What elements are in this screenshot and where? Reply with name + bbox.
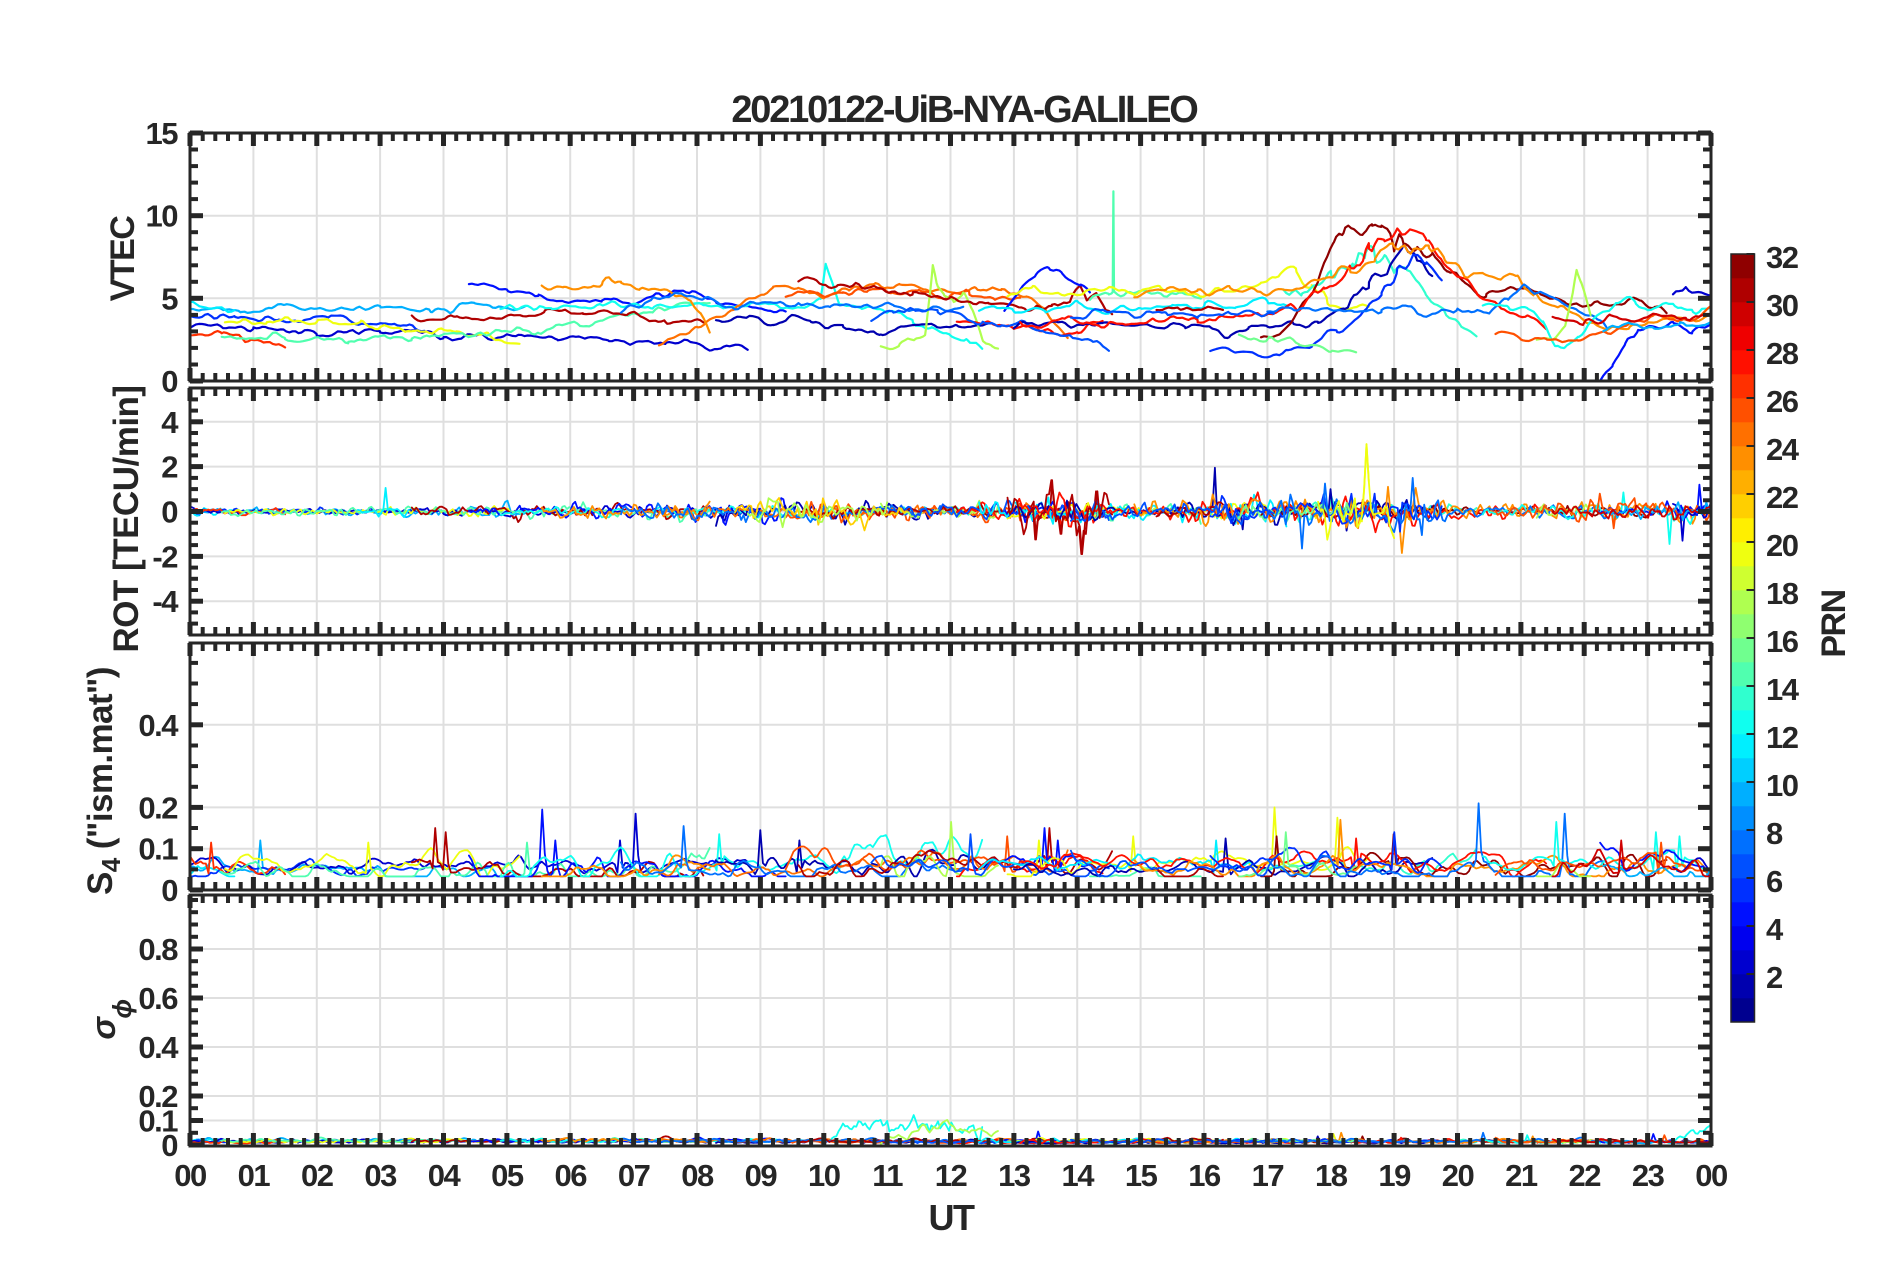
svg-text:00: 00 <box>174 1158 206 1193</box>
svg-text:ROT [TECU/min]: ROT [TECU/min] <box>107 385 146 652</box>
svg-text:08: 08 <box>681 1158 714 1193</box>
svg-text:0.6: 0.6 <box>138 981 178 1016</box>
svg-text:14: 14 <box>1061 1158 1095 1193</box>
svg-text:VTEC: VTEC <box>104 216 142 302</box>
svg-text:24: 24 <box>1766 432 1800 467</box>
svg-text:0: 0 <box>161 1128 177 1163</box>
svg-text:4: 4 <box>161 405 179 440</box>
svg-text:17: 17 <box>1252 1158 1284 1193</box>
svg-text:21: 21 <box>1505 1158 1538 1193</box>
svg-text:10: 10 <box>1766 768 1798 803</box>
svg-text:-4: -4 <box>152 584 179 619</box>
svg-text:PRN: PRN <box>1815 590 1853 657</box>
svg-text:03: 03 <box>364 1158 397 1193</box>
svg-text:0.4: 0.4 <box>138 1030 179 1065</box>
svg-text:14: 14 <box>1766 672 1800 707</box>
svg-text:20210122-UiB-NYA-GALILEO: 20210122-UiB-NYA-GALILEO <box>731 89 1197 131</box>
svg-text:S4 ("ism.mat"): S4 ("ism.mat") <box>81 667 126 895</box>
svg-text:0.4: 0.4 <box>138 708 179 743</box>
svg-text:28: 28 <box>1766 336 1799 371</box>
svg-text:10: 10 <box>808 1158 840 1193</box>
svg-text:30: 30 <box>1766 288 1798 323</box>
svg-text:0: 0 <box>161 873 177 908</box>
svg-text:20: 20 <box>1766 528 1798 563</box>
svg-text:32: 32 <box>1766 240 1798 275</box>
svg-text:0.1: 0.1 <box>138 1104 178 1139</box>
svg-text:6: 6 <box>1766 864 1783 899</box>
svg-text:0.2: 0.2 <box>138 790 177 825</box>
svg-text:0.8: 0.8 <box>138 932 178 967</box>
svg-text:22: 22 <box>1568 1158 1600 1193</box>
svg-text:UT: UT <box>929 1197 975 1238</box>
svg-text:01: 01 <box>238 1158 271 1193</box>
svg-text:4: 4 <box>1766 912 1784 947</box>
svg-text:20: 20 <box>1442 1158 1474 1193</box>
svg-text:00: 00 <box>1695 1158 1727 1193</box>
svg-text:16: 16 <box>1188 1158 1221 1193</box>
svg-text:05: 05 <box>491 1158 524 1193</box>
svg-text:5: 5 <box>161 281 178 316</box>
svg-text:22: 22 <box>1766 480 1798 515</box>
svg-text:18: 18 <box>1766 576 1799 611</box>
svg-text:2: 2 <box>161 450 177 485</box>
svg-text:26: 26 <box>1766 384 1799 419</box>
svg-text:02: 02 <box>301 1158 333 1193</box>
svg-text:11: 11 <box>872 1158 903 1193</box>
svg-text:0.1: 0.1 <box>138 832 178 867</box>
svg-text:0: 0 <box>161 364 177 399</box>
svg-text:09: 09 <box>745 1158 778 1193</box>
svg-text:23: 23 <box>1632 1158 1665 1193</box>
svg-text:06: 06 <box>554 1158 587 1193</box>
svg-text:0.2: 0.2 <box>138 1079 177 1114</box>
svg-text:15: 15 <box>1125 1158 1158 1193</box>
svg-text:16: 16 <box>1766 624 1799 659</box>
svg-text:12: 12 <box>1766 720 1798 755</box>
svg-text:18: 18 <box>1315 1158 1348 1193</box>
svg-text:13: 13 <box>998 1158 1031 1193</box>
svg-text:2: 2 <box>1766 960 1782 995</box>
svg-text:-2: -2 <box>152 539 177 574</box>
svg-text:07: 07 <box>618 1158 650 1193</box>
svg-text:10: 10 <box>146 199 178 234</box>
svg-text:19: 19 <box>1378 1158 1411 1193</box>
svg-text:8: 8 <box>1766 816 1783 851</box>
svg-text:04: 04 <box>428 1158 462 1193</box>
svg-text:0: 0 <box>161 495 177 530</box>
svg-text:12: 12 <box>935 1158 967 1193</box>
svg-text:15: 15 <box>146 116 179 151</box>
